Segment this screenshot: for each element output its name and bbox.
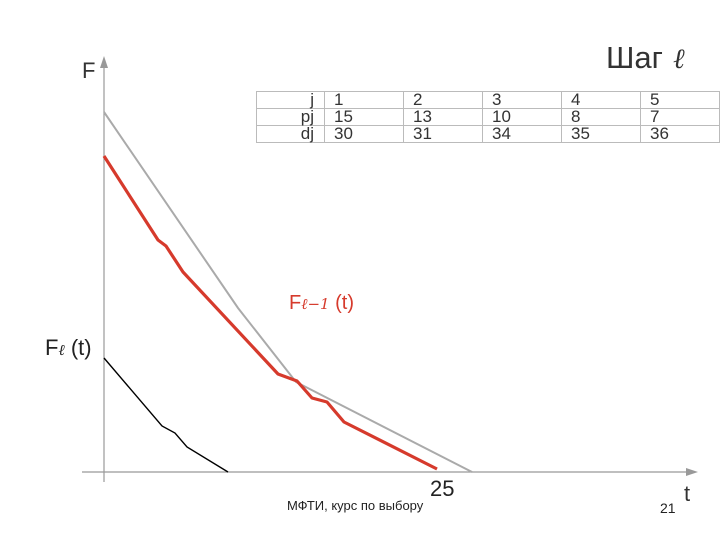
job-parameters-table: j 1 2 3 4 5 pj 15 13 10 8 7 dj 30 31 34 … [256,91,720,143]
page-number: 21 [660,500,676,516]
label-cur-index: ℓ [58,341,65,359]
y-axis-arrow [100,56,108,68]
label-prev-name: F [289,292,302,314]
table-cell: 7 [640,108,720,126]
table-cell: 34 [482,125,562,143]
x-tick-label-25: 25 [430,476,455,501]
row-header-dj: dj [256,125,325,143]
table-cell: 30 [324,125,404,143]
row-header-j: j [256,91,325,109]
y-axis-label: F [82,58,96,83]
table-row-pj: pj 15 13 10 8 7 [256,108,720,126]
x-axis-arrow [686,468,698,476]
table-cell: 8 [561,108,641,126]
table-cell: 3 [482,91,562,109]
title-step-symbol: ℓ [672,42,685,75]
footer-text: МФТИ, курс по выбору [287,498,424,513]
table-cell: 4 [561,91,641,109]
row-header-pj: pj [256,108,325,126]
table-row-j: j 1 2 3 4 5 [256,91,720,109]
label-curve-current: Fℓ (t) [45,335,92,361]
table-cell: 31 [403,125,483,143]
curve-current-step [103,357,229,473]
table-cell: 2 [403,91,483,109]
table-cell: 15 [324,108,404,126]
label-cur-arg: (t) [70,335,92,360]
x-axis-label: t [684,481,691,506]
label-prev-arg: (t) [335,292,355,314]
table-cell: 5 [640,91,720,109]
table-row-dj: dj 30 31 34 35 36 [256,125,720,143]
curve-prev-step [102,155,438,471]
table-cell: 35 [561,125,641,143]
title-word: Шаг [606,40,663,75]
table-cell: 10 [482,108,562,126]
slide-title: Шаг ℓ [606,40,685,76]
label-prev-index: ℓ−1 [301,295,330,313]
table-cell: 36 [640,125,720,143]
table-cell: 13 [403,108,483,126]
label-cur-name: F [45,335,59,360]
table-cell: 1 [324,91,404,109]
envelope-line [103,111,473,473]
label-curve-prev: Fℓ−1 (t) [289,292,354,315]
